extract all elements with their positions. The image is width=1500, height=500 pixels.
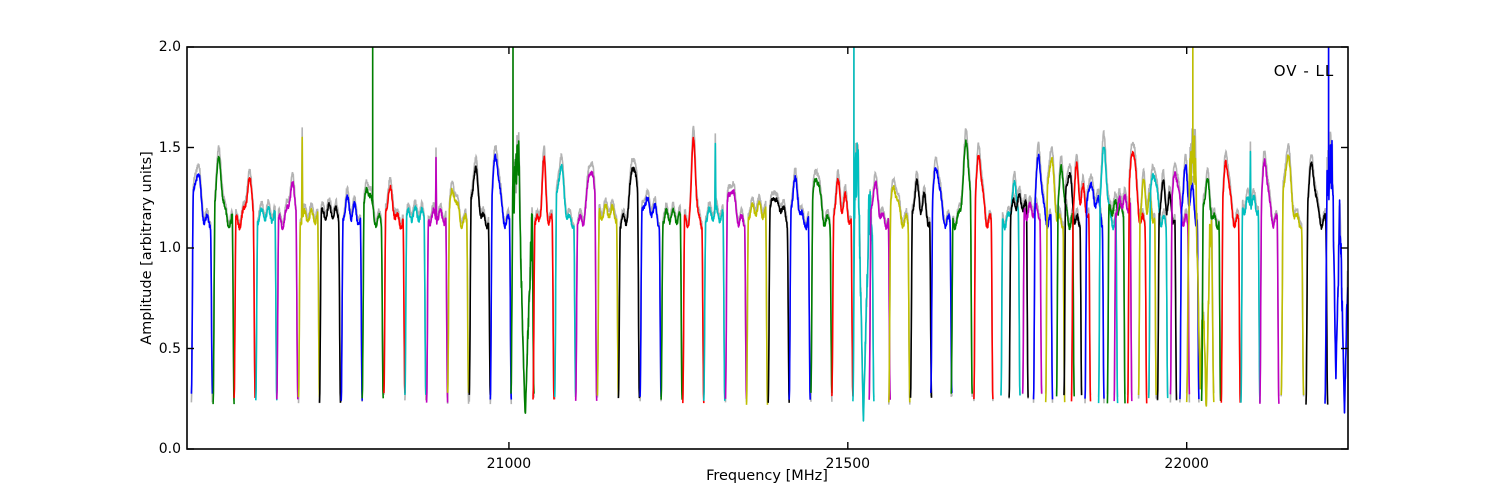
subband-trace-15 [510,47,535,414]
subband-trace-42 [1044,156,1066,403]
subband-trace-2 [233,177,256,399]
subband-ghost-12 [446,180,470,404]
x-tick-label-21000: 21000 [486,456,532,472]
subband-trace-47 [1097,146,1119,404]
subband-ghost-3 [255,199,278,394]
subband-ghost-40 [1021,195,1043,395]
subband-ghost-6 [318,197,342,403]
subband-trace-30 [831,177,854,397]
subband-ghost-11 [425,147,449,398]
y-tick-label-2.0: 2.0 [158,39,181,55]
subband-trace-34 [909,178,933,398]
subband-trace-20 [617,166,641,399]
x-axis-label: Frequency [MHz] [706,468,828,484]
subband-trace-51 [1137,178,1157,396]
subband-trace-44 [1063,172,1083,396]
subband-trace-4 [276,180,299,400]
subband-trace-59 [1240,150,1261,403]
subband-ghost-16 [532,145,555,397]
subband-ghost-59 [1240,141,1261,403]
subband-trace-26 [745,200,769,405]
subband-trace-32 [868,180,891,400]
subband-traces [190,47,1348,422]
subband-ghost-23 [682,125,705,399]
subband-trace-25 [724,189,748,399]
subband-trace-5 [297,136,321,398]
subband-trace-36 [950,139,973,394]
subband-trace-1 [212,155,235,405]
subband-trace-37 [973,154,994,400]
x-tick-label-21500: 21500 [825,456,871,472]
subband-ghost-8 [361,47,384,395]
subband-ghost-22 [660,201,683,396]
y-tick-label-1.0: 1.0 [158,240,181,256]
subband-trace-19 [596,203,620,396]
subband-trace-57 [1200,177,1222,402]
subband-ghost-26 [745,193,769,402]
subband-trace-7 [340,194,363,401]
subband-trace-53 [1156,179,1178,400]
subband-ghost-24 [703,133,726,395]
subband-trace-12 [446,187,470,393]
subband-trace-60 [1259,158,1280,404]
subband-ghost-10 [404,198,427,401]
subband-trace-58 [1220,159,1241,403]
subband-trace-50 [1126,150,1148,404]
plot-annotation: OV - LL [1273,62,1335,80]
subband-trace-6 [318,202,342,403]
subband-ghost-19 [596,197,620,398]
x-tick-label-22000: 22000 [1164,456,1209,472]
subband-trace-16 [532,155,555,400]
subband-trace-8 [361,47,384,399]
subband-trace-17 [553,163,577,398]
subband-trace-33 [888,185,911,403]
subband-trace-35 [930,167,953,393]
subband-trace-61 [1280,154,1305,396]
subband-trace-13 [468,165,492,395]
subband-trace-3 [255,205,278,401]
subband-trace-46 [1084,181,1105,399]
axis-ticks [187,46,1348,450]
y-tick-label-0.0: 0.0 [158,441,181,457]
y-tick-label-1.5: 1.5 [158,139,181,156]
subband-trace-0 [190,173,214,394]
subband-trace-48 [1106,199,1126,404]
subband-trace-54 [1169,171,1191,395]
subband-trace-28 [788,175,811,400]
subband-ghost-14 [489,145,513,405]
subband-trace-22 [660,207,683,400]
subband-trace-31 [852,47,875,422]
subband-trace-52 [1147,172,1169,399]
subband-trace-24 [703,142,726,401]
y-tick-label-0.5: 0.5 [158,340,181,357]
subband-trace-63 [1324,47,1348,414]
subband-trace-62 [1305,161,1329,405]
subband-trace-14 [489,153,513,400]
subband-trace-41 [1032,153,1054,400]
subband-trace-56 [1185,47,1215,407]
subband-trace-23 [682,136,705,404]
subband-trace-18 [574,170,598,401]
subband-ghost-15 [510,47,535,414]
subband-trace-40 [1021,201,1043,394]
subband-trace-21 [639,196,662,397]
subband-trace-10 [404,205,427,395]
subband-trace-27 [767,197,790,403]
subband-trace-39 [1008,193,1029,398]
subband-trace-29 [810,177,833,393]
subband-trace-9 [383,184,406,394]
subband-ghost-56 [1185,47,1215,407]
subband-trace-11 [425,156,449,403]
subband-ghost-33 [888,176,911,405]
